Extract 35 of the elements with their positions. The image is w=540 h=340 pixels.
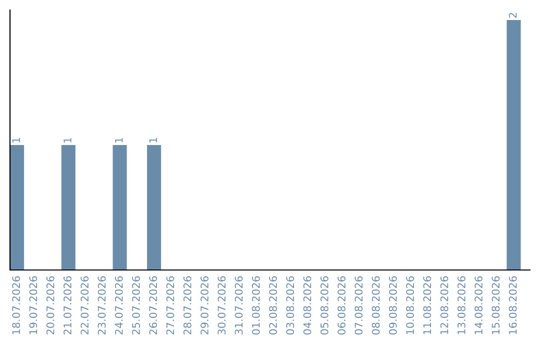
x-tick-label: 20.07.2026 bbox=[46, 276, 54, 334]
x-tick-label: 14.08.2026 bbox=[474, 276, 482, 334]
x-tick-label: 25.07.2026 bbox=[132, 276, 140, 334]
x-tick-label: 21.07.2026 bbox=[64, 276, 72, 334]
data-label: 1 bbox=[115, 138, 123, 142]
x-tick-label: 19.07.2026 bbox=[29, 276, 38, 334]
x-tick-label: 06.08.2026 bbox=[338, 276, 346, 335]
x-tick-label: 23.07.2026 bbox=[98, 276, 106, 334]
x-tick-label: 04.08.2026 bbox=[303, 276, 312, 335]
x-tick-label: 12.08.2026 bbox=[440, 276, 448, 334]
x-tick-label: 26.07.2026 bbox=[149, 276, 158, 334]
data-label: 1 bbox=[149, 138, 157, 142]
x-tick-label: 01.08.2026 bbox=[252, 276, 260, 335]
x-tick-label: 07.08.2026 bbox=[354, 276, 363, 335]
x-tick-label: 09.08.2026 bbox=[388, 276, 397, 335]
x-tick-label: 11.08.2026 bbox=[423, 276, 432, 334]
data-label: 1 bbox=[64, 138, 72, 142]
x-tick-label: 22.07.2026 bbox=[80, 276, 89, 334]
x-tick-label: 18.07.2026 bbox=[12, 276, 20, 334]
x-tick-label: 31.07.2026 bbox=[234, 276, 243, 334]
x-tick-label: 24.07.2026 bbox=[114, 276, 123, 334]
x-tick-label: 15.08.2026 bbox=[492, 276, 500, 334]
x-tick-label: 02.08.2026 bbox=[269, 276, 277, 335]
x-tick-label: 28.07.2026 bbox=[183, 276, 192, 334]
x-tick-label: 10.08.2026 bbox=[406, 276, 414, 334]
data-label: 1 bbox=[12, 138, 20, 142]
x-tick-label: 13.08.2026 bbox=[457, 276, 466, 334]
x-tick-label: 30.07.2026 bbox=[218, 276, 226, 334]
x-tick-label: 05.08.2026 bbox=[320, 276, 328, 335]
x-tick-label: 03.08.2026 bbox=[286, 276, 294, 335]
data-label: 2 bbox=[508, 13, 517, 18]
x-tick-label: 27.07.2026 bbox=[166, 276, 174, 334]
x-tick-label: 16.08.2026 bbox=[508, 276, 517, 334]
x-tick-label: 08.08.2026 bbox=[372, 276, 380, 335]
x-tick-label: 29.07.2026 bbox=[200, 276, 208, 334]
